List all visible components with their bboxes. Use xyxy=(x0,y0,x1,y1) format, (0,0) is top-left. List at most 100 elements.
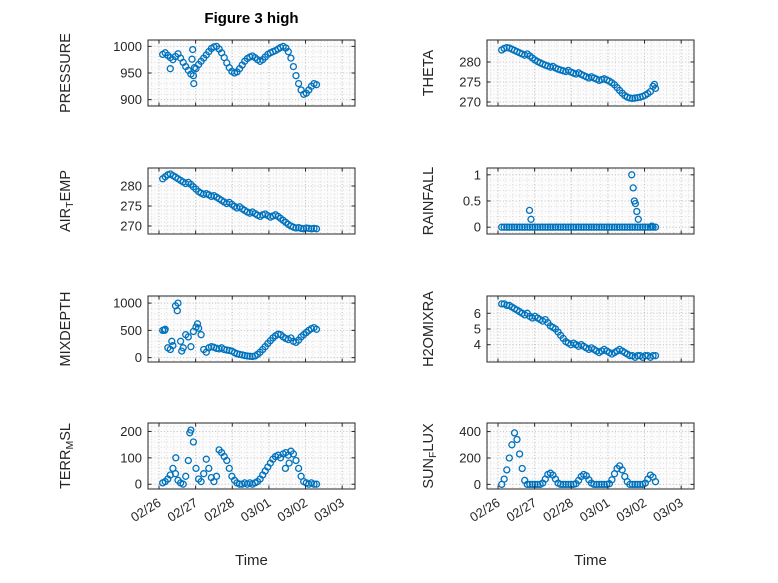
marker xyxy=(628,171,636,179)
marker xyxy=(212,472,221,480)
marker xyxy=(186,429,194,437)
tick-marks xyxy=(148,423,355,489)
tick-marks xyxy=(148,168,355,234)
y-axis-label: H2OMIXRA xyxy=(421,291,437,367)
marker xyxy=(651,352,660,360)
tick-marks xyxy=(487,296,694,362)
marker xyxy=(569,223,578,231)
subplot-terr_msl: 0 100 200 TERRMSL 02/26 02/27 02/28 03/01 03/02 0… xyxy=(58,422,356,569)
marker xyxy=(312,225,321,233)
grid xyxy=(487,168,694,234)
marker xyxy=(633,223,642,231)
marker xyxy=(500,475,508,483)
marker xyxy=(518,464,526,473)
marker xyxy=(590,223,598,231)
y-tick-label: 100 xyxy=(120,450,142,465)
marker xyxy=(285,459,293,467)
y-tick-label: 500 xyxy=(120,323,142,338)
marker xyxy=(284,48,292,56)
subplot-rainfall: 0 0.5 1 RAINFALL xyxy=(421,167,695,236)
marker xyxy=(525,206,534,215)
y-tick-label: 400 xyxy=(459,424,481,439)
marker xyxy=(651,223,660,231)
marker xyxy=(505,454,513,462)
marker xyxy=(600,223,608,231)
marker xyxy=(631,199,640,208)
marker xyxy=(503,223,511,231)
marker xyxy=(312,81,321,89)
marker xyxy=(628,94,637,103)
y-tick-label: 900 xyxy=(120,92,142,107)
marker xyxy=(173,307,181,315)
marker xyxy=(521,223,529,231)
marker xyxy=(289,450,298,458)
axes-box xyxy=(486,39,695,107)
marker xyxy=(179,480,187,488)
marker xyxy=(649,223,657,231)
marker xyxy=(526,480,534,489)
marker xyxy=(510,429,519,437)
marker xyxy=(194,324,203,332)
y-tick-label: 275 xyxy=(459,75,481,90)
tick-marks xyxy=(487,40,694,106)
subplot-mixdepth: 0 500 1000 MIXDEPTH xyxy=(58,292,356,367)
marker xyxy=(505,223,513,231)
marker xyxy=(225,464,233,473)
marker xyxy=(508,441,516,449)
subplot-air_temp: 270 275 280 AIRTEMP xyxy=(58,167,356,235)
x-tick-label: 03/01 xyxy=(577,495,613,525)
marker xyxy=(518,223,526,231)
tick-marks xyxy=(487,168,694,234)
marker xyxy=(559,223,567,231)
marker xyxy=(651,84,660,93)
marker xyxy=(639,223,647,231)
marker xyxy=(646,223,655,231)
subplot-pressure: 900 950 1000 PRESSURE xyxy=(58,33,356,113)
marker xyxy=(292,456,300,465)
x-tick-label: 02/26 xyxy=(467,495,503,525)
marker xyxy=(562,480,570,489)
marker xyxy=(636,223,644,231)
marker xyxy=(171,470,180,478)
marker xyxy=(187,343,195,351)
marker xyxy=(523,480,531,489)
marker xyxy=(626,223,634,231)
marker xyxy=(297,224,305,233)
marker xyxy=(585,223,593,231)
y-axis-label: MIXDEPTH xyxy=(58,292,74,367)
marker xyxy=(634,215,642,223)
marker xyxy=(623,223,631,231)
marker xyxy=(541,223,549,231)
x-tick-label: 02/27 xyxy=(165,495,201,525)
y-axis-label: SUNFLUX xyxy=(421,423,439,489)
y-axis-label: RAINFALL xyxy=(421,167,437,236)
y-axis-label: PRESSURE xyxy=(58,33,74,113)
x-tick-label: 02/28 xyxy=(540,495,576,525)
data-points xyxy=(159,170,321,233)
marker xyxy=(608,223,616,231)
y-tick-label: 0 xyxy=(135,350,142,365)
x-axis-label: Time xyxy=(235,552,268,569)
y-tick-label: 950 xyxy=(120,66,142,81)
marker xyxy=(613,223,621,231)
marker xyxy=(572,223,580,231)
y-tick-label: 0 xyxy=(474,477,481,492)
marker xyxy=(559,480,567,489)
marker xyxy=(307,225,316,233)
y-tick-label: 275 xyxy=(120,199,142,214)
marker xyxy=(528,480,537,489)
marker xyxy=(174,299,182,307)
marker xyxy=(621,223,629,231)
data-points xyxy=(159,42,321,98)
marker xyxy=(243,352,251,360)
tick-marks xyxy=(148,296,355,362)
y-tick-label: 270 xyxy=(459,95,481,110)
marker xyxy=(160,326,169,335)
y-tick-label: 1000 xyxy=(113,296,142,311)
x-tick-label: 02/27 xyxy=(504,495,540,525)
marker xyxy=(510,223,519,231)
y-tick-label: 1000 xyxy=(113,39,142,54)
marker xyxy=(515,223,524,231)
marker xyxy=(544,223,552,231)
